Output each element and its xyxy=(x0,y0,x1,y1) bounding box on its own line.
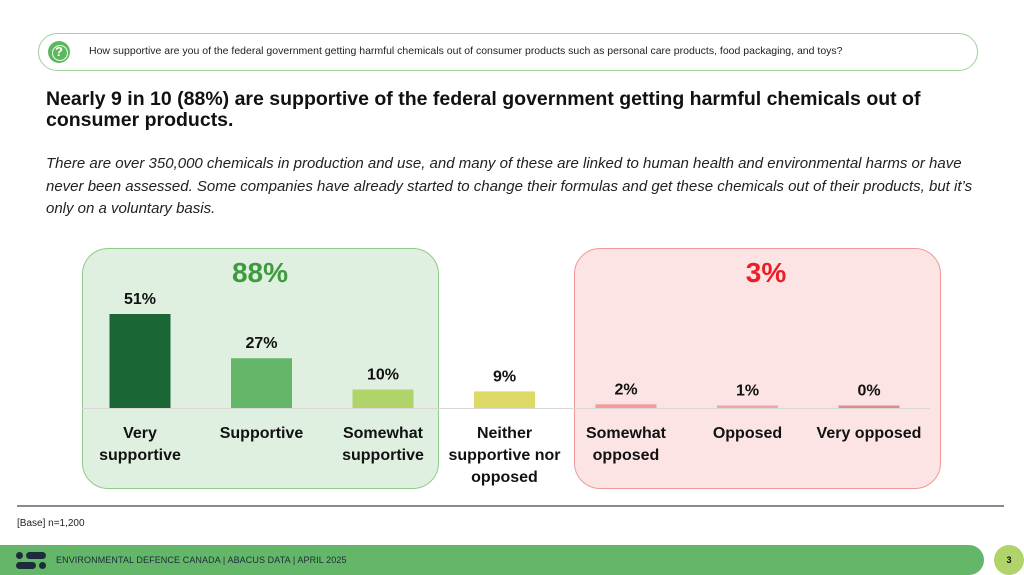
opposed-group-box xyxy=(574,248,941,489)
bar xyxy=(838,405,900,408)
category-label: Opposed xyxy=(713,425,782,442)
category-label: Somewhat opposed xyxy=(586,425,667,464)
value-label: 0% xyxy=(857,383,880,400)
base-divider xyxy=(17,505,1004,507)
subtext: There are over 350,000 chemicals in prod… xyxy=(46,155,973,217)
category-label: Neither supportive nor opposed xyxy=(448,425,560,486)
headline: Nearly 9 in 10 (88%) are supportive of t… xyxy=(46,88,921,131)
opposed-total-label: 3% xyxy=(745,257,787,288)
bar-chart: 51% Very supportive 27% Supportive 10% Somewha… xyxy=(82,291,930,486)
value-label: 9% xyxy=(493,368,516,385)
footer-text: ENVIRONMENTAL DEFENCE CANADA | ABACUS DA… xyxy=(56,555,347,565)
value-label: 2% xyxy=(614,381,637,398)
base-note: [Base] n=1,200 xyxy=(17,518,85,529)
bar xyxy=(595,404,657,408)
supportive-total-label: 88% xyxy=(231,257,289,288)
question-text: How supportive are you of the federal go… xyxy=(89,45,843,57)
value-label: 1% xyxy=(736,383,759,400)
value-label: 51% xyxy=(124,291,156,308)
page-number: 3 xyxy=(994,545,1024,575)
category-label: Somewhat supportive xyxy=(342,425,424,464)
category-label: Very supportive xyxy=(99,425,181,464)
value-label: 10% xyxy=(367,367,399,384)
question-bubble-icon: ? xyxy=(48,41,70,63)
abacus-logo-icon xyxy=(16,552,48,570)
bar xyxy=(231,358,292,408)
bar xyxy=(474,391,535,408)
question-box: ? How supportive are you of the federal … xyxy=(38,33,978,71)
category-label: Supportive xyxy=(220,425,304,442)
category-label: Very opposed xyxy=(817,425,922,442)
value-label: 27% xyxy=(245,335,277,352)
footer-bar: ENVIRONMENTAL DEFENCE CANADA | ABACUS DA… xyxy=(0,545,984,575)
bar xyxy=(109,314,171,408)
bar xyxy=(717,405,778,408)
bar xyxy=(352,389,414,408)
